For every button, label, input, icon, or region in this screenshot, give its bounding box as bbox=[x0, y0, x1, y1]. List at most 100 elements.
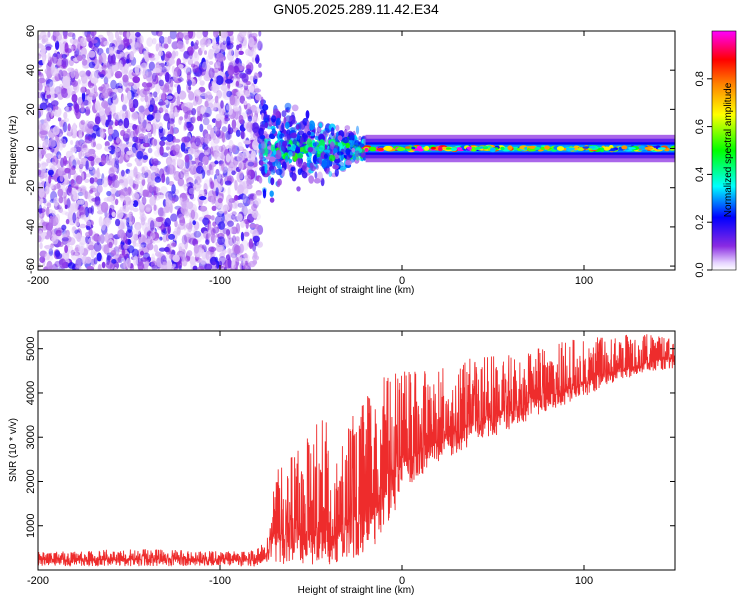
spectrogram-noise-speck bbox=[170, 102, 174, 113]
spectrogram-noise-speck bbox=[133, 180, 141, 185]
spectrogram-noise-speck bbox=[81, 59, 88, 66]
spectrogram-noise-speck bbox=[184, 102, 193, 108]
spectrogram-noise-speck bbox=[144, 261, 149, 270]
spectrogram-noise-speck bbox=[88, 92, 97, 101]
spectrogram-noise-speck bbox=[100, 84, 106, 94]
spectrogram-noise-speck bbox=[131, 112, 140, 120]
spectrogram-noise-speck bbox=[80, 86, 86, 94]
spectrogram-noise-speck bbox=[142, 142, 150, 148]
spectrogram-transition-blob bbox=[270, 169, 276, 176]
spectrogram-noise-speck bbox=[63, 35, 68, 40]
spectrogram-noise-speck bbox=[115, 112, 121, 121]
spectrogram-transition-blob bbox=[268, 133, 276, 139]
spectrogram-transition-blob bbox=[281, 122, 285, 132]
spectrogram-noise-speck bbox=[167, 122, 176, 129]
spectrogram-noise-speck bbox=[200, 105, 207, 113]
spectrogram-noise-speck bbox=[126, 176, 134, 185]
spectrogram-noise-speck bbox=[193, 244, 200, 254]
spectrogram-noise-speck bbox=[116, 136, 120, 144]
spectrogram-noise-speck bbox=[50, 62, 56, 70]
spectrogram-noise-speck bbox=[126, 162, 133, 167]
spectrogram-noise-speck bbox=[250, 32, 258, 39]
spectrogram-noise-speck bbox=[225, 153, 231, 163]
spectrogram-noise-speck bbox=[141, 196, 147, 206]
spectrogram-noise-speck bbox=[237, 141, 243, 150]
spectrogram-noise-speck bbox=[152, 117, 158, 128]
spectrogram-noise-speck bbox=[123, 39, 131, 47]
spectrogram-noise-speck bbox=[216, 260, 220, 269]
spectrogram-noise-speck bbox=[44, 68, 51, 75]
spectrogram-noise-speck bbox=[195, 39, 199, 46]
spectrogram-noise-speck bbox=[181, 234, 188, 245]
spectrogram-noise-speck bbox=[84, 136, 93, 144]
spectrogram-noise-speck bbox=[193, 151, 199, 159]
spectrogram-noise-speck bbox=[162, 128, 168, 136]
spectrogram-noise-speck bbox=[38, 34, 42, 41]
spectrogram-noise-speck bbox=[127, 258, 131, 268]
spectrogram-noise-speck bbox=[234, 180, 238, 191]
spectrogram-noise-speck bbox=[220, 32, 224, 38]
spectrogram-noise-speck bbox=[112, 64, 118, 73]
spectrogram-noise-speck bbox=[100, 201, 109, 213]
spectrogram-transition-blob bbox=[284, 102, 292, 111]
spectrogram-noise-speck bbox=[207, 102, 214, 109]
spectrogram-noise-speck bbox=[103, 76, 109, 85]
spectrogram-noise-speck bbox=[130, 41, 138, 49]
spectrogram-noise-speck bbox=[197, 232, 202, 243]
spectrogram-noise-speck bbox=[128, 136, 134, 146]
spectrogram-noise-speck bbox=[252, 139, 260, 151]
spectrogram-noise-speck bbox=[110, 79, 117, 90]
spectrogram-noise-speck bbox=[67, 32, 75, 38]
spectrogram-noise-speck bbox=[132, 98, 139, 109]
spectrogram-band-peak bbox=[368, 146, 377, 152]
spectrogram-noise-speck bbox=[53, 31, 60, 37]
spectrogram-noise-speck bbox=[176, 84, 181, 95]
spectrogram-noise-speck bbox=[148, 61, 155, 71]
spectrogram-noise-speck bbox=[220, 146, 229, 157]
spectrogram-noise-speck bbox=[71, 94, 78, 103]
spectrogram-noise-speck bbox=[101, 115, 106, 126]
spectrogram-noise-speck bbox=[231, 144, 237, 154]
spectrogram-noise-speck bbox=[194, 137, 201, 147]
spectrogram-noise-speck bbox=[88, 228, 93, 237]
spectrogram-noise-speck bbox=[247, 107, 253, 116]
spectrogram-noise-speck bbox=[225, 229, 231, 236]
spectrogram-noise-speck bbox=[210, 195, 215, 205]
spectrogram-noise-speck bbox=[222, 166, 229, 176]
spectrogram-noise-speck bbox=[141, 82, 148, 88]
spectrogram-noise-speck bbox=[128, 178, 134, 187]
spectrogram-noise-speck bbox=[189, 165, 197, 175]
spectrogram-noise-speck bbox=[177, 64, 184, 69]
spectrogram-noise-speck bbox=[76, 55, 83, 62]
snr-x-label: Height of straight line (km) bbox=[298, 585, 415, 596]
spectrogram-noise-speck bbox=[60, 64, 67, 69]
spectrogram-noise-speck bbox=[188, 237, 197, 245]
spectrogram-noise-speck bbox=[54, 260, 61, 268]
spectrogram-noise-speck bbox=[163, 211, 167, 218]
spectrogram-noise-speck bbox=[186, 201, 194, 209]
spectrogram-noise-speck bbox=[206, 55, 211, 61]
spectrogram-noise-speck bbox=[99, 127, 104, 138]
spectrogram-noise-speck bbox=[111, 60, 117, 66]
spectrogram-noise-speck bbox=[42, 206, 47, 216]
spectrogram-noise-speck bbox=[163, 36, 168, 44]
spectrogram-noise-speck bbox=[38, 230, 43, 237]
spectrogram-transition-blob bbox=[258, 176, 263, 184]
spectrogram-noise-speck bbox=[165, 196, 173, 208]
spectrogram-noise-speck bbox=[244, 260, 248, 265]
spectrogram-transition-blob bbox=[277, 178, 282, 186]
spectrogram-noise-speck bbox=[116, 40, 125, 51]
spectrogram-noise-speck bbox=[232, 215, 238, 223]
spectrogram-noise-speck bbox=[38, 110, 42, 119]
spectrogram-noise-speck bbox=[244, 206, 248, 216]
spectrogram-noise-speck bbox=[87, 120, 95, 129]
spectrogram-band-peak bbox=[534, 146, 541, 150]
spectrogram-noise-speck bbox=[195, 176, 201, 186]
spectrogram-noise-speck bbox=[72, 159, 77, 169]
spectrogram-transition-blob bbox=[345, 160, 352, 166]
spectrogram-noise-speck bbox=[73, 194, 79, 201]
spectrogram-noise-speck bbox=[180, 142, 186, 152]
spectrogram-noise-speck bbox=[129, 38, 133, 44]
spectrogram-noise-speck bbox=[46, 115, 51, 124]
spectrogram-noise-speck bbox=[46, 229, 51, 240]
